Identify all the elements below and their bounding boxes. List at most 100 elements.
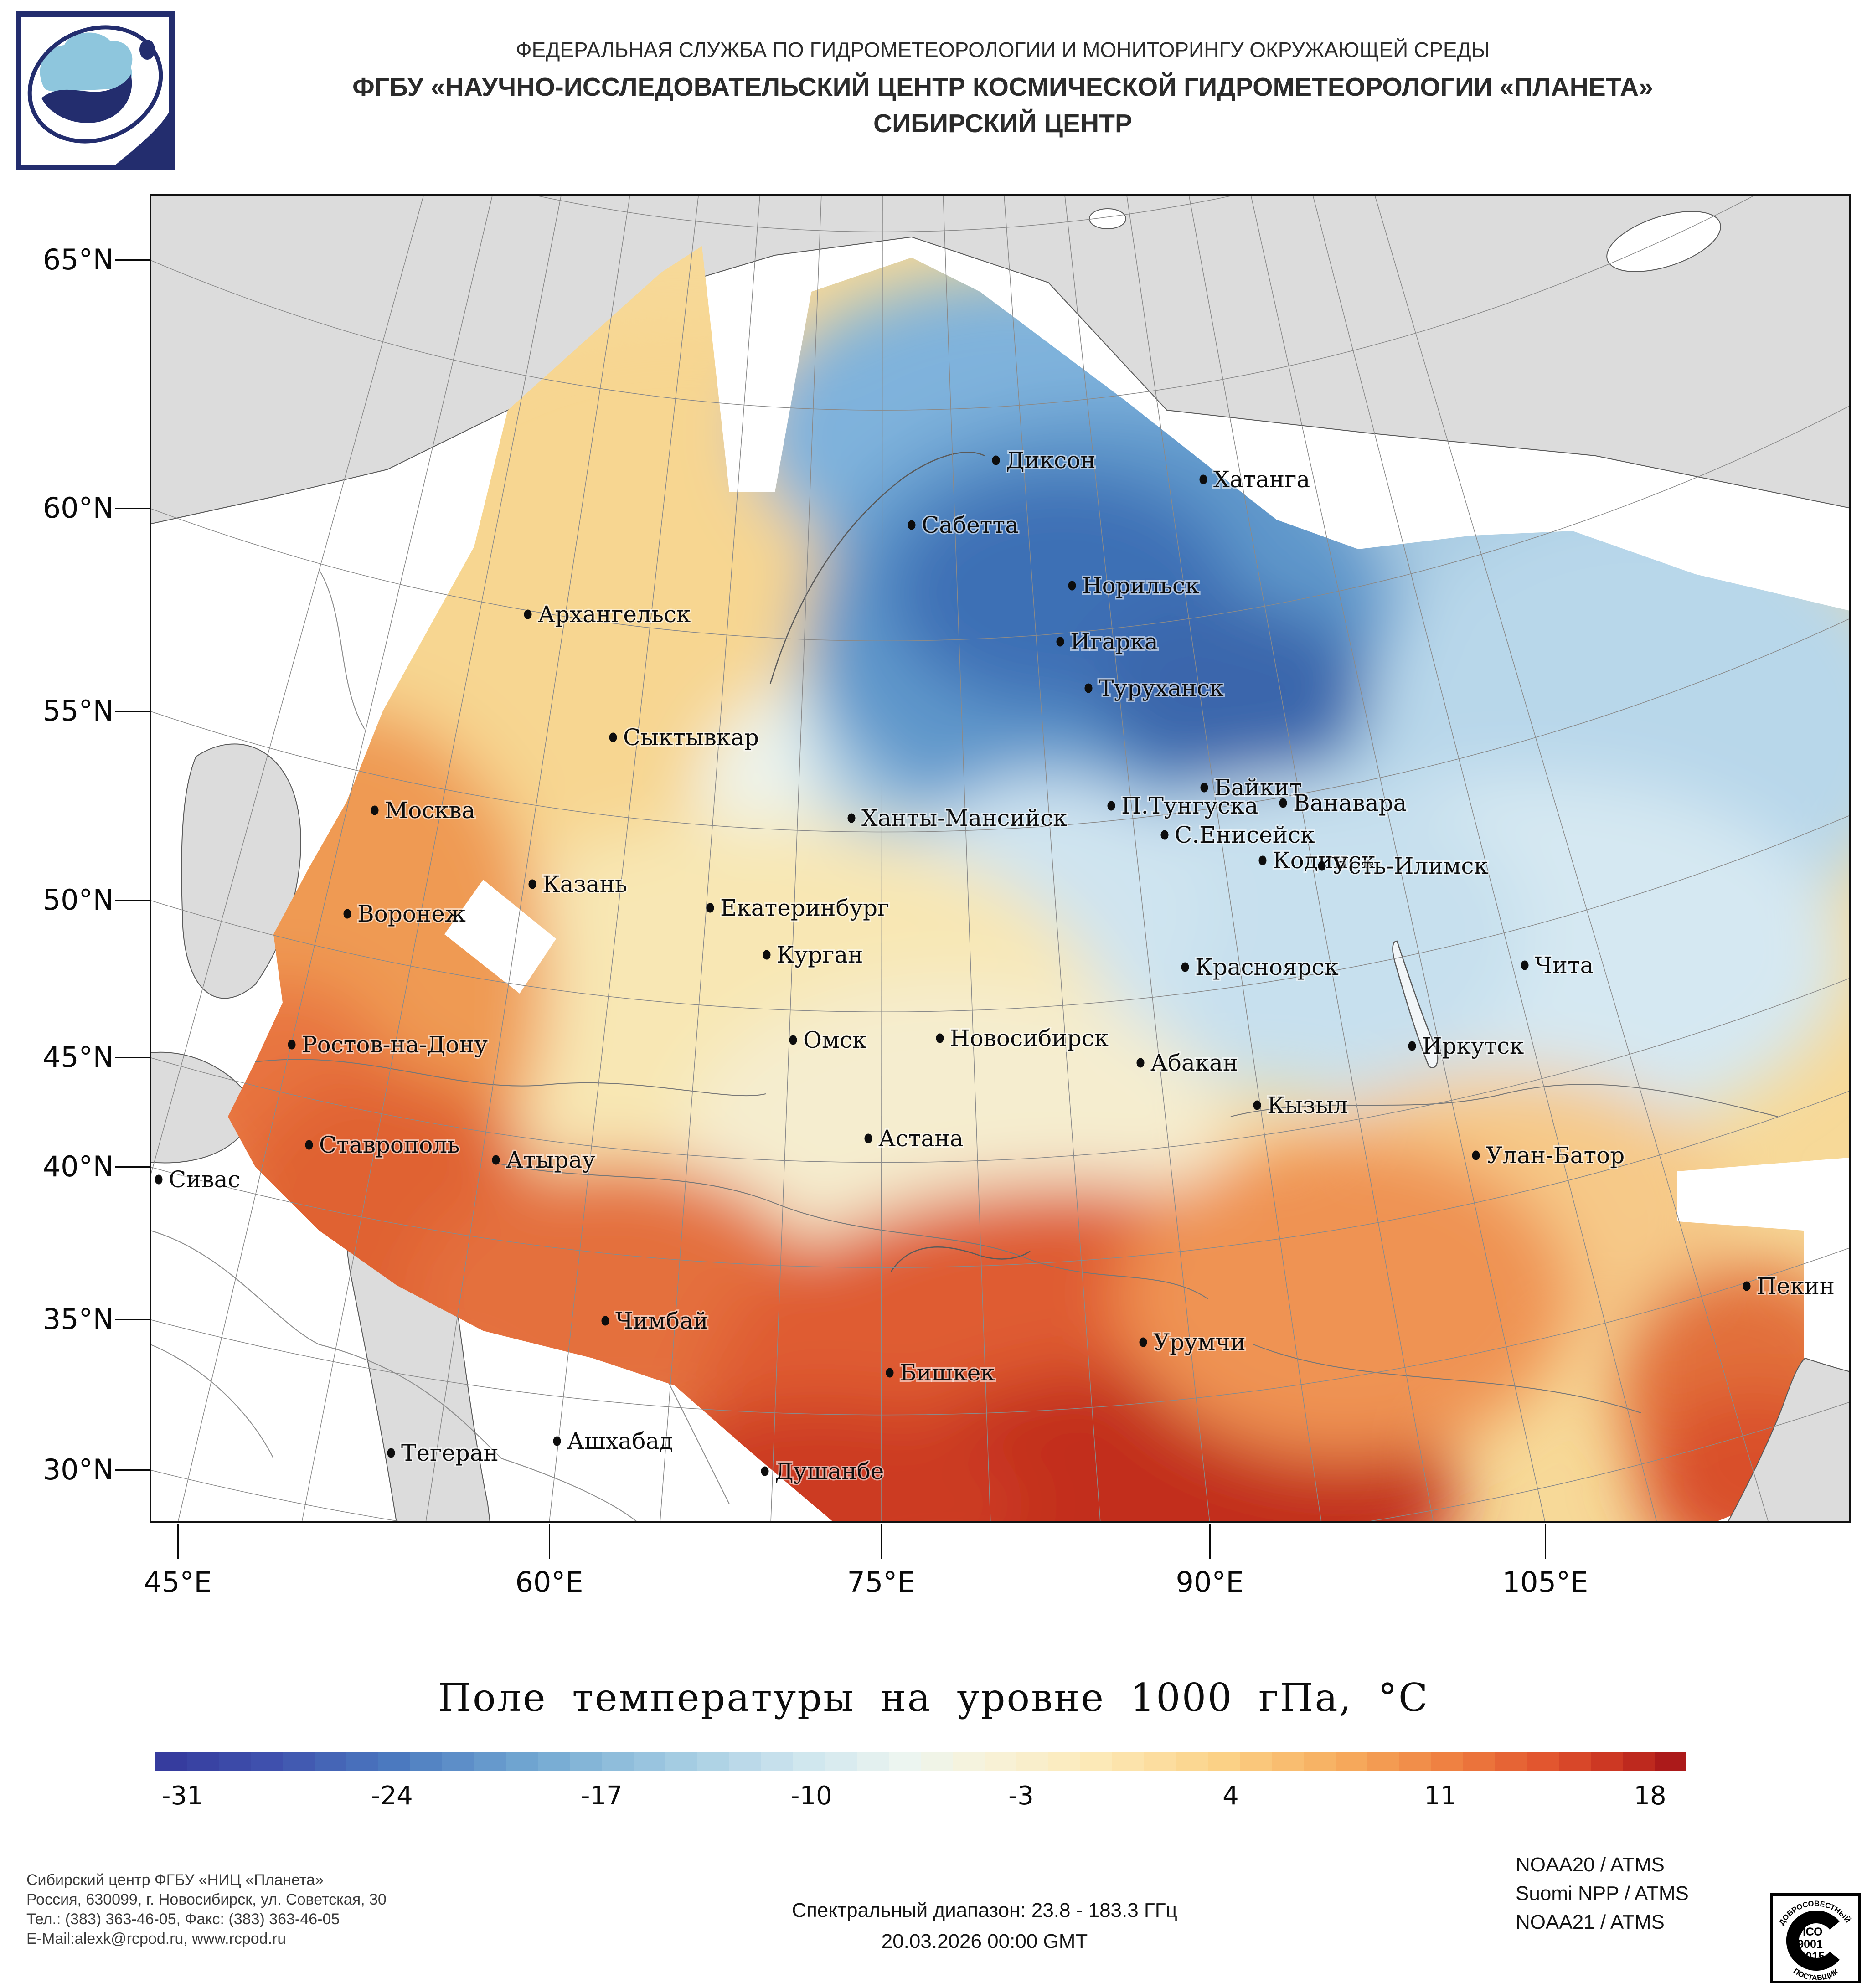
timestamp: 20.03.2026 00:00 GMT bbox=[881, 1930, 1088, 1952]
data-gap bbox=[444, 880, 556, 994]
colorbar-segment bbox=[761, 1752, 793, 1771]
colorbar-segment bbox=[346, 1752, 378, 1771]
colorbar-tick-label: -31 bbox=[161, 1781, 203, 1811]
map-canvas: Диксон Хатанга Сабетта Норильск Игарка Туруха… bbox=[150, 194, 1851, 1523]
lat-tick-label: 35°N bbox=[42, 1303, 114, 1336]
lon-tick-mark bbox=[1209, 1524, 1211, 1559]
footer-org: Сибирский центр ФГБУ «НИЦ «Планета» bbox=[26, 1871, 324, 1889]
lat-tick-mark bbox=[115, 900, 150, 901]
footer-email: E-Mail:alexk@rcpod.ru, www.rcpod.ru bbox=[26, 1930, 286, 1947]
lat-tick-label: 45°N bbox=[42, 1040, 114, 1074]
footer-satellites: NOAA20 / ATMS Suomi NPP / ATMS NOAA21 / … bbox=[1516, 1850, 1689, 1936]
city-label: Пекин bbox=[1757, 1273, 1835, 1299]
lat-tick-mark bbox=[115, 508, 150, 509]
colorbar bbox=[155, 1752, 1686, 1771]
city-label: Кызыл bbox=[1267, 1092, 1348, 1118]
lat-tick-mark bbox=[115, 1469, 150, 1471]
logo-cloud-icon bbox=[40, 32, 133, 92]
colorbar-segment bbox=[665, 1752, 697, 1771]
city-label: Сыктывкар bbox=[623, 724, 759, 751]
colorbar-segment bbox=[1208, 1752, 1240, 1771]
map-frame bbox=[150, 194, 1851, 1523]
iso-mid-1: ИСО bbox=[1798, 1926, 1823, 1938]
colorbar-segment bbox=[1016, 1752, 1048, 1771]
city-label: П.Тунгуска bbox=[1121, 793, 1258, 819]
city-label: Москва bbox=[385, 797, 475, 824]
planeta-logo bbox=[16, 11, 175, 170]
colorbar-segment bbox=[1144, 1752, 1176, 1771]
header-agency: ФЕДЕРАЛЬНАЯ СЛУЖБА ПО ГИДРОМЕТЕОРОЛОГИИ … bbox=[516, 38, 1490, 62]
colorbar-segment bbox=[1431, 1752, 1463, 1771]
city-label: Хатанга bbox=[1213, 466, 1310, 493]
colorbar-segment bbox=[921, 1752, 953, 1771]
lon-tick-mark bbox=[177, 1524, 179, 1559]
colorbar-segment bbox=[697, 1752, 729, 1771]
logo-satellite-dot bbox=[139, 40, 155, 60]
city-label: Сивас bbox=[169, 1166, 241, 1193]
city-label: Архангельск bbox=[538, 601, 691, 628]
city-label: Ванавара bbox=[1293, 790, 1407, 816]
colorbar-segment bbox=[889, 1752, 921, 1771]
lat-tick-label: 60°N bbox=[42, 491, 114, 525]
city-label: Туруханск bbox=[1099, 675, 1224, 701]
colorbar-segment bbox=[1495, 1752, 1527, 1771]
city-label: Астана bbox=[878, 1125, 963, 1152]
footer-address: Россия, 630099, г. Новосибирск, ул. Сове… bbox=[26, 1891, 387, 1908]
colorbar-segment bbox=[1112, 1752, 1144, 1771]
colorbar-segment bbox=[1080, 1752, 1112, 1771]
city-label: Чимбай bbox=[615, 1308, 708, 1334]
colorbar-segment bbox=[1176, 1752, 1208, 1771]
city-label: Диксон bbox=[1006, 447, 1096, 474]
city-label: Усть-Илимск bbox=[1332, 853, 1488, 879]
colorbar-segment bbox=[793, 1752, 825, 1771]
city-label: Красноярск bbox=[1195, 954, 1339, 980]
colorbar-segment bbox=[410, 1752, 442, 1771]
lon-tick-label: 75°E bbox=[847, 1566, 915, 1599]
city-label: Улан-Батор bbox=[1486, 1142, 1625, 1169]
colorbar-tick-label: 18 bbox=[1634, 1781, 1666, 1811]
bohai-sea bbox=[1727, 1357, 1851, 1523]
lat-tick-label: 40°N bbox=[42, 1150, 114, 1183]
lon-tick-label: 105°E bbox=[1502, 1566, 1588, 1599]
lat-tick-mark bbox=[115, 259, 150, 261]
city-label: Омск bbox=[803, 1027, 866, 1053]
lat-tick-label: 30°N bbox=[42, 1453, 114, 1486]
colorbar-segment bbox=[985, 1752, 1016, 1771]
colorbar-tick-label: -24 bbox=[371, 1781, 413, 1811]
colorbar-segment bbox=[251, 1752, 283, 1771]
colorbar-tick-label: -3 bbox=[1008, 1781, 1034, 1811]
header-institution: ФГБУ «НАУЧНО-ИССЛЕДОВАТЕЛЬСКИЙ ЦЕНТР КОС… bbox=[352, 72, 1653, 102]
colorbar-segment bbox=[857, 1752, 889, 1771]
lake-baikal bbox=[1392, 940, 1439, 1068]
iso-c-glyph bbox=[1786, 1911, 1840, 1971]
colorbar-segment bbox=[474, 1752, 506, 1771]
colorbar-segment bbox=[1272, 1752, 1304, 1771]
city-label: Ставрополь bbox=[319, 1132, 459, 1158]
colorbar-segment bbox=[1559, 1752, 1591, 1771]
logo-wave-icon bbox=[41, 74, 132, 123]
colorbar-segment bbox=[1399, 1752, 1431, 1771]
iso-mid-3: -2015 bbox=[1795, 1950, 1825, 1963]
lat-tick-label: 65°N bbox=[42, 243, 114, 276]
colorbar-segment bbox=[729, 1752, 761, 1771]
colorbar-segment bbox=[378, 1752, 410, 1771]
city-label: Екатеринбург bbox=[720, 895, 889, 921]
lon-tick-label: 90°E bbox=[1176, 1566, 1244, 1599]
colorbar-segment bbox=[1527, 1752, 1559, 1771]
lat-tick-label: 55°N bbox=[42, 694, 114, 727]
city-label: Курган bbox=[777, 942, 863, 968]
city-label: Душанбе bbox=[775, 1458, 884, 1484]
city-label: Бишкек bbox=[900, 1360, 995, 1386]
header-branch: СИБИРСКИЙ ЦЕНТР bbox=[873, 109, 1133, 138]
city-label: Абакан bbox=[1150, 1050, 1238, 1076]
colorbar-segment bbox=[1048, 1752, 1080, 1771]
logo-corner-wedge bbox=[113, 107, 172, 167]
city-label: Ростов-на-Дону bbox=[302, 1031, 488, 1058]
colorbar-segment bbox=[219, 1752, 251, 1771]
footer-phone: Тел.: (383) 363-46-05, Факс: (383) 363-4… bbox=[26, 1911, 340, 1928]
colorbar-segment bbox=[1655, 1752, 1686, 1771]
lat-tick-mark bbox=[115, 1166, 150, 1168]
map-title: Поле температуры на уровне 1000 гПа, °C bbox=[438, 1675, 1429, 1720]
satellite-2: Suomi NPP / ATMS bbox=[1516, 1882, 1689, 1905]
